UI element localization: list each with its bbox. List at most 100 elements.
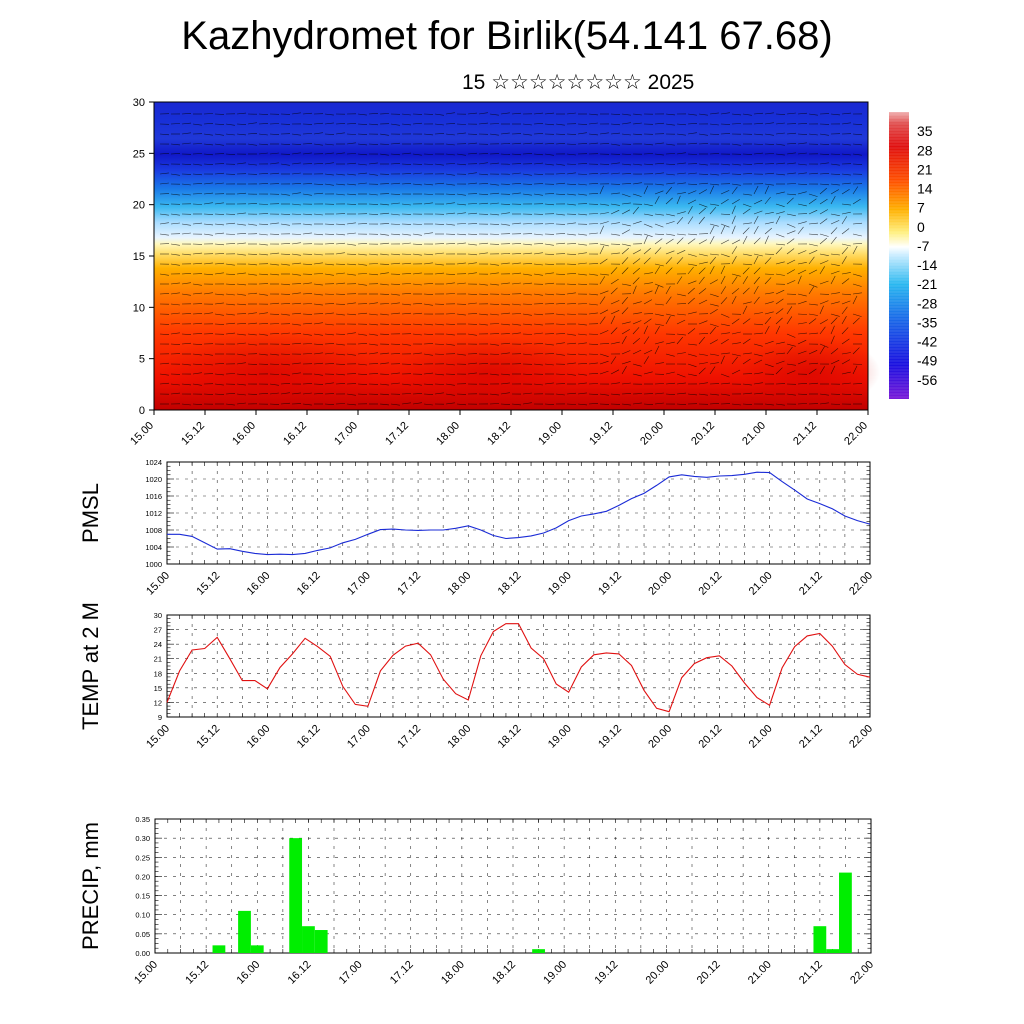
y-tick-label: 24 bbox=[154, 640, 162, 649]
x-tick-label: 15.12 bbox=[194, 723, 222, 751]
wind-barbs bbox=[159, 112, 863, 406]
x-tick-label: 15.00 bbox=[144, 723, 172, 751]
temp-panel: 9 12 15 18 21 24 27 30 15.00 15.12 16.00 16.12 17.00… bbox=[78, 602, 875, 751]
x-tick-label: 16.12 bbox=[295, 570, 323, 598]
y-tick-label: 21 bbox=[154, 655, 162, 664]
x-tick-label: 16.12 bbox=[281, 420, 309, 448]
x-tick-label: 19.00 bbox=[546, 570, 574, 598]
x-tick-label: 18.12 bbox=[485, 420, 513, 448]
x-tick-label: 17.12 bbox=[388, 959, 416, 987]
y-axis-label: TEMP at 2 M bbox=[78, 602, 103, 730]
x-tick-label: 20.12 bbox=[689, 420, 717, 448]
precip-bar bbox=[826, 949, 840, 953]
precip-bar bbox=[839, 872, 852, 953]
x-tick-label: 20.00 bbox=[638, 420, 666, 448]
x-tick-label: 15.12 bbox=[183, 959, 211, 987]
y-tick-label: 1000 bbox=[145, 560, 162, 569]
colorbar-label: 28 bbox=[917, 142, 933, 158]
colorbar: 35 28 21 14 7 0 -7 -14 -21 -28 -35 -42 -49 -56 bbox=[889, 111, 937, 399]
pmsl-panel: 1000 1004 1008 1012 1016 1020 1024 15.00 15.12 16… bbox=[78, 458, 875, 598]
precip-bar bbox=[314, 930, 328, 953]
x-tick-label: 15.00 bbox=[144, 570, 172, 598]
x-tick-label: 20.00 bbox=[646, 570, 674, 598]
y-tick-label: 0.35 bbox=[135, 815, 150, 824]
precip-bar bbox=[289, 838, 303, 953]
x-tick-label: 16.00 bbox=[245, 570, 273, 598]
x-tick-label: 18.00 bbox=[445, 570, 473, 598]
x-tick-label: 22.00 bbox=[842, 420, 870, 448]
x-tick-label: 18.12 bbox=[490, 959, 518, 987]
page-title: Kazhydromet for Birlik(54.141 67.68) bbox=[181, 14, 833, 58]
y-tick-label: 30 bbox=[133, 97, 145, 109]
x-tick-label: 17.00 bbox=[345, 570, 373, 598]
precip-panel: 0.00 0.05 0.10 0.15 0.20 0.25 0.30 0.35 15.00 15.… bbox=[78, 815, 876, 987]
y-tick-label: 1004 bbox=[145, 543, 162, 552]
colorbar-label: 14 bbox=[917, 181, 933, 197]
y-axis-label: PRECIP, mm bbox=[78, 822, 103, 950]
x-tick-label: 22.00 bbox=[847, 570, 875, 598]
warm-core bbox=[395, 336, 585, 408]
y-tick-label: 27 bbox=[154, 626, 162, 635]
x-tick-label: 20.00 bbox=[644, 959, 672, 987]
x-tick-label: 19.00 bbox=[546, 723, 574, 751]
x-tick-label: 21.00 bbox=[740, 420, 768, 448]
page-subtitle: 15 ☆☆☆☆☆☆☆☆ 2025 bbox=[462, 71, 695, 94]
precip-bar bbox=[250, 945, 264, 953]
x-tick-label: 15.12 bbox=[179, 420, 207, 448]
colorbar-label: -42 bbox=[917, 334, 937, 350]
y-tick-label: 0.10 bbox=[135, 911, 150, 920]
colorbar-label: 0 bbox=[917, 219, 925, 235]
y-tick-label: 15 bbox=[154, 684, 162, 693]
colorbar-label: 7 bbox=[917, 200, 925, 216]
y-tick-label: 15 bbox=[133, 251, 145, 263]
colorbar-label: -7 bbox=[917, 238, 930, 254]
series-line bbox=[167, 471, 871, 556]
precip-bar bbox=[532, 949, 545, 953]
y-tick-label: 0 bbox=[139, 405, 145, 417]
x-tick-label: 20.12 bbox=[695, 959, 723, 987]
colorbar-label: -28 bbox=[917, 295, 937, 311]
colorbar-label: -14 bbox=[917, 257, 937, 273]
y-tick-label: 1020 bbox=[145, 475, 162, 484]
precip-bar bbox=[238, 910, 251, 953]
x-tick-label: 17.12 bbox=[395, 723, 423, 751]
x-tick-label: 21.00 bbox=[747, 570, 775, 598]
x-tick-label: 19.12 bbox=[596, 570, 624, 598]
y-tick-label: 1012 bbox=[145, 509, 162, 518]
grid-lines bbox=[154, 818, 872, 954]
precip-bar bbox=[212, 945, 226, 953]
x-tick-label: 15.12 bbox=[194, 570, 222, 598]
x-tick-label: 19.00 bbox=[536, 420, 564, 448]
y-tick-label: 0.15 bbox=[135, 892, 150, 901]
x-tick-label: 20.12 bbox=[697, 570, 725, 598]
y-tick-label: 25 bbox=[133, 148, 145, 160]
colorbar-label: -56 bbox=[917, 372, 937, 388]
x-tick-label: 21.12 bbox=[797, 723, 825, 751]
x-tick-label: 17.00 bbox=[345, 723, 373, 751]
x-tick-label: 18.00 bbox=[445, 723, 473, 751]
y-tick-label: 9 bbox=[158, 713, 162, 722]
x-tick-label: 21.00 bbox=[747, 723, 775, 751]
x-tick-label: 17.12 bbox=[383, 420, 411, 448]
x-tick-label: 16.00 bbox=[234, 959, 262, 987]
x-tick-label: 18.00 bbox=[434, 420, 462, 448]
cross-section-panel: 0 5 10 15 20 25 30 15.00 15.12 16.00 16.12 17.00 17.… bbox=[128, 97, 880, 448]
y-axis-label: PMSL bbox=[78, 483, 103, 543]
x-tick-label: 16.00 bbox=[245, 723, 273, 751]
colorbar-label: -49 bbox=[917, 353, 937, 369]
y-tick-label: 12 bbox=[154, 698, 162, 707]
x-tick-label: 21.12 bbox=[791, 420, 819, 448]
grid-lines bbox=[166, 614, 871, 718]
x-tick-label: 20.00 bbox=[646, 723, 674, 751]
warm-core bbox=[740, 336, 880, 408]
colorbar-ramp bbox=[889, 112, 909, 399]
y-tick-label: 0.00 bbox=[135, 949, 150, 958]
x-tick-label: 16.12 bbox=[286, 959, 314, 987]
x-tick-label: 21.00 bbox=[746, 959, 774, 987]
x-tick-label: 15.00 bbox=[132, 959, 160, 987]
y-tick-label: 10 bbox=[133, 302, 145, 314]
x-tick-label: 20.12 bbox=[697, 723, 725, 751]
x-tick-label: 19.00 bbox=[541, 959, 569, 987]
x-tick-label: 18.00 bbox=[439, 959, 467, 987]
x-tick-label: 17.00 bbox=[332, 420, 360, 448]
